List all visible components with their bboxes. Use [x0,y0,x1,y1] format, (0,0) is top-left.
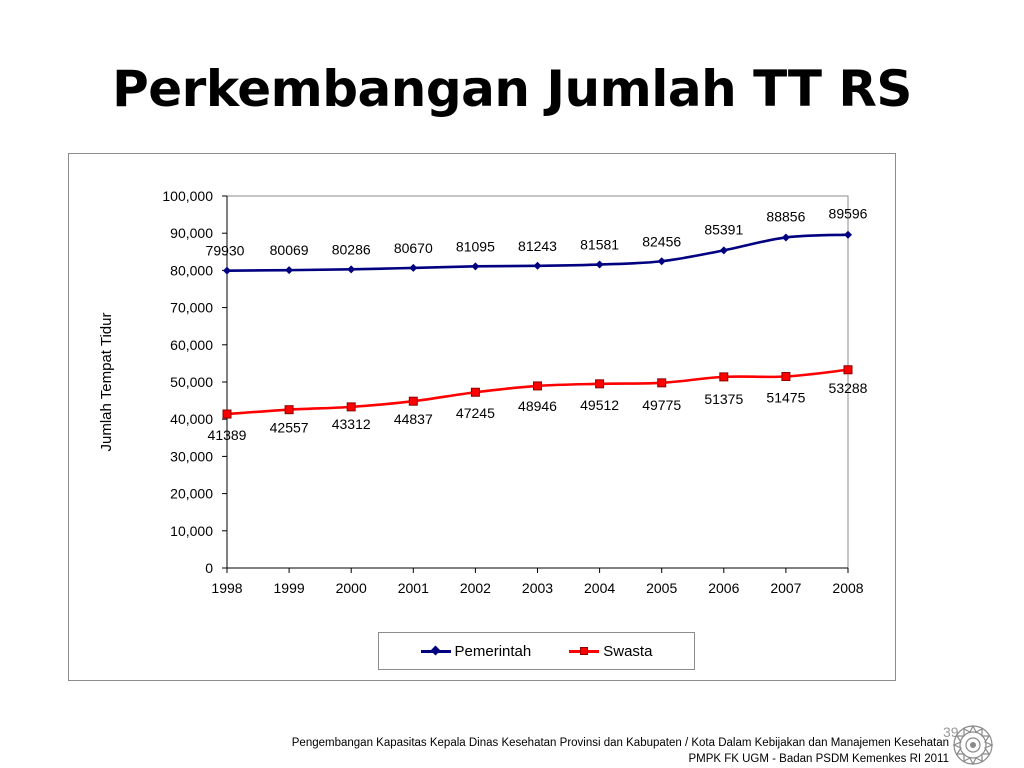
data-point-swasta [595,379,605,389]
chart-legend: Pemerintah Swasta [378,632,695,670]
data-label-pemerintah: 82456 [642,233,681,249]
data-label-swasta: 44837 [394,411,433,427]
line-chart: 0 10,000 20,000 30,000 40,000 50,000 60,000 70,… [98,188,868,596]
page-number: 39 [943,724,959,740]
y-tick-label: 30,000 [170,448,213,464]
data-label-pemerintah: 80670 [394,240,433,256]
data-point-swasta [533,381,542,391]
data-point-pemerintah [781,233,790,242]
data-label-pemerintah: 81243 [518,238,557,254]
y-tick-label: 60,000 [170,337,213,353]
x-tick-label: 2003 [522,580,553,596]
y-tick-label: 100,000 [162,188,213,204]
y-axis-title: Jumlah Tempat Tidur [98,313,115,452]
data-label-swasta: 41389 [208,427,247,443]
data-point-swasta [781,372,791,382]
data-point-pemerintah [223,266,231,275]
data-label-pemerintah: 85391 [704,221,743,237]
x-tick-label: 2000 [336,580,367,596]
slide-footer: Pengembangan Kapasitas Kepala Dinas Kese… [292,735,949,767]
data-label-swasta: 51475 [766,390,805,406]
data-point-swasta [843,365,853,375]
data-label-swasta: 47245 [456,405,495,421]
x-tick-label: 2005 [646,580,677,596]
data-label-pemerintah: 89596 [829,206,868,222]
x-tick-label: 2001 [398,580,429,596]
y-tick-label: 50,000 [170,374,213,390]
y-tick-label: 90,000 [170,225,213,241]
x-tick-label: 2008 [832,580,863,596]
footer-line-1: Pengembangan Kapasitas Kepala Dinas Kese… [291,737,949,749]
data-point-swasta [657,378,667,388]
data-point-swasta [222,409,232,419]
data-point-swasta [284,405,294,415]
data-point-swasta [346,402,356,412]
y-tick-label: 20,000 [170,486,213,502]
legend-item-swasta: Swasta [569,643,652,660]
data-label-pemerintah: 81095 [456,238,495,254]
data-point-swasta [408,396,418,406]
data-label-swasta: 51375 [704,391,743,407]
x-tick-label: 1998 [211,580,242,596]
legend-label-swasta: Swasta [603,642,653,660]
data-point-swasta [470,387,480,397]
footer-line-2: PMPK FK UGM - Badan PSDM Kemenkes RI 201… [688,753,949,765]
data-label-pemerintah: 80286 [332,241,371,257]
x-tick-label: 2004 [584,580,615,596]
data-point-pemerintah [533,261,542,270]
legend-key-swasta [569,645,600,657]
data-label-swasta: 42557 [270,420,309,436]
data-point-pemerintah [347,265,356,274]
data-label-swasta: 53288 [829,380,868,396]
data-label-pemerintah: 81581 [580,237,619,253]
slide-title: Perkembangan Jumlah TT RS [112,60,912,118]
y-tick-label: 10,000 [170,523,213,539]
y-tick-label: 0 [205,560,213,576]
data-label-swasta: 49512 [580,397,619,413]
data-point-pemerintah [409,263,418,272]
data-label-pemerintah: 80069 [270,242,309,258]
y-tick-label: 80,000 [170,262,213,278]
legend-label-pemerintah: Pemerintah [454,642,532,660]
data-point-pemerintah [844,230,852,239]
data-point-pemerintah [595,260,604,269]
y-tick-label: 40,000 [170,411,213,427]
y-tick-label: 70,000 [170,300,213,316]
data-label-pemerintah: 79930 [206,243,245,259]
data-label-swasta: 48946 [518,398,557,414]
data-label-swasta: 43312 [332,416,371,432]
data-point-pemerintah [657,257,666,266]
chart-frame: 0 10,000 20,000 30,000 40,000 50,000 60,000 70,… [68,153,896,681]
data-label-pemerintah: 88856 [766,208,805,224]
x-tick-label: 2002 [460,580,491,596]
data-label-swasta: 49775 [642,397,681,413]
x-tick-label: 2007 [770,580,801,596]
x-tick-label: 2006 [708,580,739,596]
data-point-pemerintah [471,262,480,271]
legend-key-pemerintah [420,645,451,657]
data-point-pemerintah [719,246,728,255]
legend-item-pemerintah: Pemerintah [420,642,532,660]
data-point-swasta [719,372,729,382]
data-point-pemerintah [285,266,294,275]
university-seal-logo [952,724,994,766]
x-tick-label: 1999 [274,580,305,596]
